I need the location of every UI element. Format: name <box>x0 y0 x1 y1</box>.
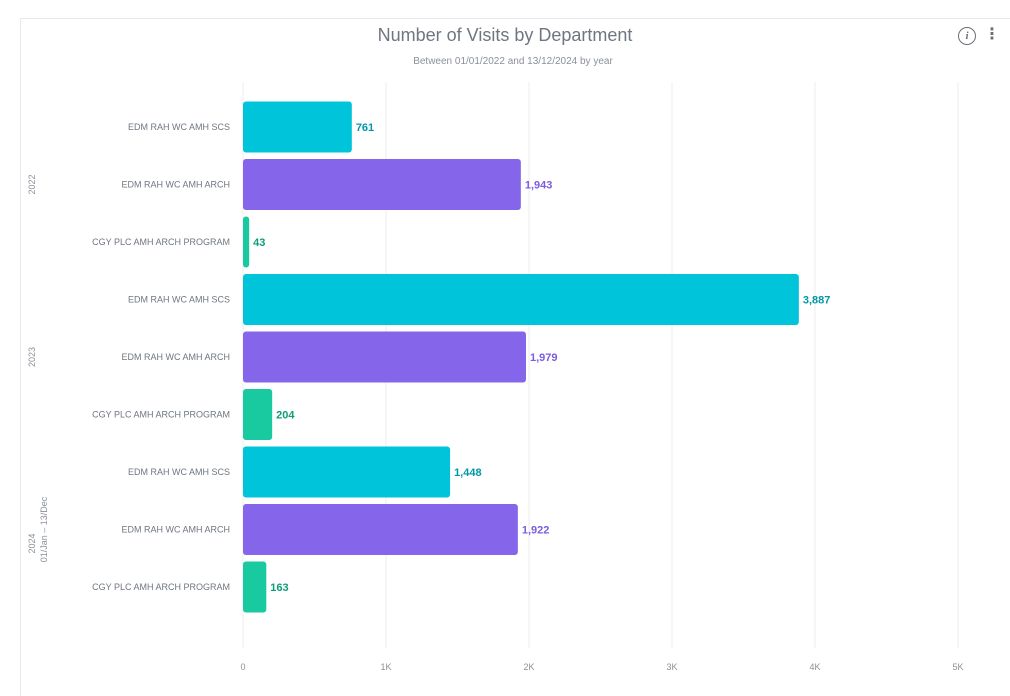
data-label: 3,887 <box>803 295 831 307</box>
x-tick-label: 1K <box>380 662 391 672</box>
bar <box>243 101 352 153</box>
chart-title: Number of Visits by Department <box>377 25 633 45</box>
x-tick-label: 3K <box>666 662 677 672</box>
data-label: 1,943 <box>525 180 553 192</box>
category-label: CGY PLC AMH ARCH PROGRAM <box>92 410 230 420</box>
more-vertical-icon[interactable]: ⋮ <box>984 26 1000 43</box>
info-icon[interactable]: i <box>958 27 976 45</box>
bar <box>243 216 250 268</box>
chart-subtitle: Between 01/01/2022 and 13/12/2024 by yea… <box>413 56 613 67</box>
x-tick-label: 4K <box>809 662 820 672</box>
bar <box>243 561 267 613</box>
data-label: 1,922 <box>522 525 550 537</box>
category-label: CGY PLC AMH ARCH PROGRAM <box>92 582 230 592</box>
data-label: 1,979 <box>530 352 558 364</box>
bar <box>243 446 451 498</box>
group-sublabel: 01/Jan – 13/Dec <box>39 496 49 562</box>
data-label: 204 <box>276 410 295 422</box>
data-label: 1,448 <box>454 467 482 479</box>
category-label: EDM RAH WC AMH ARCH <box>121 525 230 535</box>
data-label: 43 <box>253 237 265 249</box>
x-tick-label: 2K <box>523 662 534 672</box>
group-label: 2023 <box>27 347 37 367</box>
bar <box>243 159 521 210</box>
category-label: EDM RAH WC AMH ARCH <box>121 180 230 190</box>
x-tick-label: 5K <box>952 662 963 672</box>
bar <box>243 274 799 325</box>
category-label: CGY PLC AMH ARCH PROGRAM <box>92 237 230 247</box>
category-label: EDM RAH WC AMH SCS <box>128 122 230 132</box>
bar <box>243 331 526 383</box>
bar <box>243 504 518 555</box>
group-label: 2024 <box>27 533 37 553</box>
group-label: 2022 <box>27 174 37 194</box>
category-label: EDM RAH WC AMH SCS <box>128 467 230 477</box>
x-tick-label: 0 <box>240 662 245 672</box>
bar <box>243 389 273 440</box>
category-label: EDM RAH WC AMH ARCH <box>121 352 230 362</box>
data-label: 163 <box>270 582 288 594</box>
category-label: EDM RAH WC AMH SCS <box>128 295 230 305</box>
data-label: 761 <box>356 122 374 134</box>
